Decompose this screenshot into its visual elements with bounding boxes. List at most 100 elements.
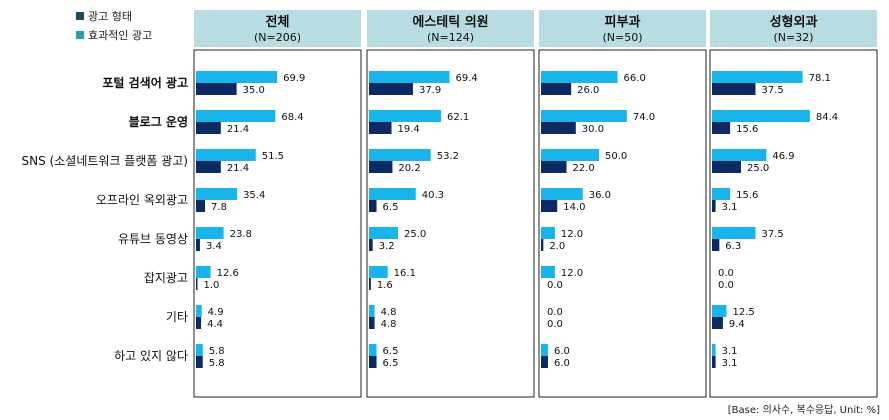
bar (196, 122, 221, 134)
panel-title: 성형외과 (770, 14, 818, 30)
data-label: 0.0 (718, 268, 734, 279)
bar (712, 344, 716, 356)
data-label: 3.1 (722, 346, 738, 357)
bar (541, 356, 548, 368)
data-label: 30.0 (582, 124, 604, 135)
data-label: 12.5 (733, 307, 755, 318)
bar (196, 266, 211, 278)
data-label: 5.8 (209, 358, 225, 369)
category-label: 잡지광고 (144, 271, 188, 285)
bar (196, 161, 221, 173)
data-label: 68.4 (281, 112, 303, 123)
data-label: 0.0 (547, 307, 563, 318)
data-label: 69.9 (283, 73, 305, 84)
bar (712, 161, 741, 173)
panel-header (194, 10, 361, 47)
data-label: 40.3 (422, 190, 444, 201)
bar (196, 278, 198, 290)
bar (541, 227, 555, 239)
data-label: 6.0 (554, 346, 570, 357)
panel-frame (366, 49, 535, 398)
data-label: 5.8 (209, 346, 225, 357)
data-label: 37.5 (762, 85, 784, 96)
bar (712, 239, 720, 251)
category-label: 하고 있지 않다 (114, 349, 188, 363)
legend-swatch-effective-ad (76, 31, 84, 39)
bar (369, 188, 416, 200)
data-label: 3.1 (722, 202, 738, 213)
data-label: 14.0 (563, 202, 585, 213)
panel-n: (N=32) (773, 31, 813, 44)
data-label: 16.1 (394, 268, 416, 279)
panel-title: 에스테틱 의원 (412, 14, 488, 30)
panel-frame (193, 49, 362, 398)
data-label: 12.0 (561, 229, 583, 240)
bar (541, 122, 576, 134)
data-label: 6.5 (383, 202, 399, 213)
data-label: 15.6 (736, 124, 758, 135)
data-label: 6.0 (554, 358, 570, 369)
bar (712, 83, 756, 95)
bar (541, 188, 583, 200)
data-label: 53.2 (437, 151, 459, 162)
panel-frame (538, 49, 707, 398)
data-label: 84.4 (816, 112, 838, 123)
data-label: 78.1 (809, 73, 831, 84)
panel-n: (N=124) (427, 31, 474, 44)
data-label: 46.9 (772, 151, 794, 162)
data-label: 21.4 (227, 124, 249, 135)
data-label: 12.0 (561, 268, 583, 279)
category-label: 유튜브 동영상 (118, 232, 188, 246)
panel-n: (N=206) (254, 31, 301, 44)
bar (196, 344, 203, 356)
data-label: 36.0 (589, 190, 611, 201)
data-label: 37.5 (762, 229, 784, 240)
data-label: 25.0 (404, 229, 426, 240)
data-label: 19.4 (398, 124, 420, 135)
bar (196, 356, 203, 368)
panel-header (367, 10, 534, 47)
bar (369, 149, 431, 161)
bar (196, 305, 202, 317)
data-label: 74.0 (633, 112, 655, 123)
bar (541, 161, 567, 173)
legend-label-effective-ad: 효과적인 광고 (88, 29, 153, 42)
bar (196, 149, 256, 161)
data-label: 22.0 (573, 163, 595, 174)
data-label: 6.3 (725, 241, 741, 252)
data-label: 35.0 (243, 85, 265, 96)
bar (541, 344, 548, 356)
data-label: 35.4 (243, 190, 265, 201)
data-label: 3.1 (722, 358, 738, 369)
bar (369, 83, 413, 95)
bar (369, 227, 398, 239)
data-label: 37.9 (419, 85, 441, 96)
category-label: 블로그 운영 (129, 114, 188, 129)
legend-item-effective-ad: 효과적인 광고 (76, 27, 152, 43)
panel-frame (709, 49, 878, 398)
data-label: 0.0 (718, 280, 734, 291)
bar (369, 200, 377, 212)
bar (196, 110, 276, 122)
data-label: 12.6 (217, 268, 239, 279)
panel-n: (N=50) (602, 31, 642, 44)
bar (369, 278, 371, 290)
bar (196, 83, 237, 95)
data-label: 21.4 (227, 163, 249, 174)
data-label: 23.8 (230, 229, 252, 240)
bar (196, 71, 278, 83)
bar (541, 110, 627, 122)
data-label: 0.0 (547, 280, 563, 291)
data-label: 9.4 (729, 319, 745, 330)
legend-swatch-ad-type (76, 12, 84, 20)
bar (712, 71, 803, 83)
bar (369, 122, 392, 134)
bar (712, 356, 716, 368)
bar (369, 266, 388, 278)
bar (712, 122, 731, 134)
bar (712, 317, 723, 329)
category-label: 포털 검색어 광고 (102, 75, 188, 90)
bar (369, 110, 442, 122)
panel-title: 피부과 (605, 15, 641, 30)
